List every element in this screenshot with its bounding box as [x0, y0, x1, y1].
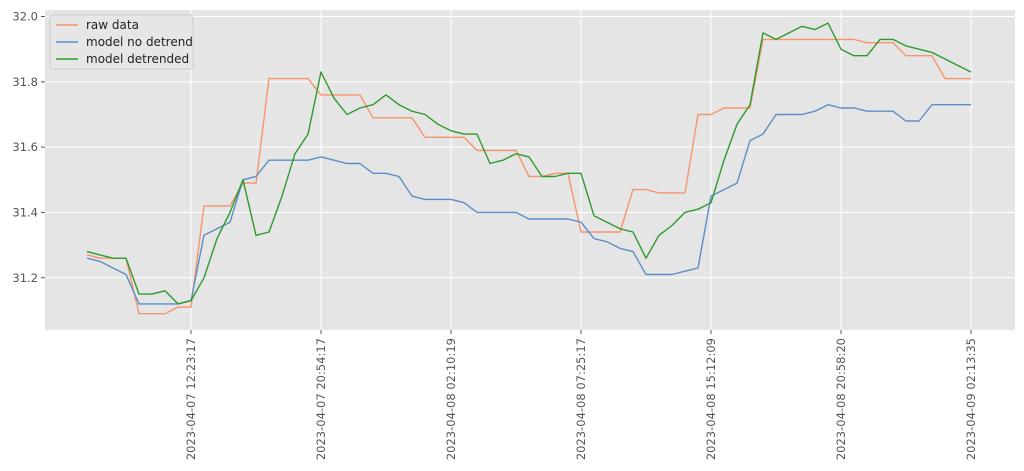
- x-tick-label: 2023-04-07 20:54:17: [314, 338, 328, 460]
- series-line-model-no-detrend: [86, 103, 971, 305]
- y-axis: 31.2 31.4 31.6 31.8 32.0: [12, 10, 45, 285]
- legend-box: [49, 14, 194, 70]
- y-tick-label: 32.0: [12, 10, 38, 24]
- series-lines: [86, 22, 972, 315]
- series-line-model-detrended: [86, 22, 972, 305]
- x-tick-label: 2023-04-08 20:58:20: [834, 338, 848, 460]
- x-tick-label: 2023-04-07 12:23:17: [184, 338, 198, 460]
- x-axis: 2023-04-07 12:23:17 2023-04-07 20:54:17 20…: [184, 330, 978, 460]
- y-tick-label: 31.2: [12, 271, 38, 285]
- series-line-raw-data: [86, 38, 971, 315]
- y-tick-label: 31.6: [12, 140, 38, 154]
- y-tick-label: 31.4: [12, 205, 38, 219]
- x-tick-label: 2023-04-08 15:12:09: [704, 338, 718, 460]
- legend-label: model detrended: [86, 52, 189, 66]
- grid-lines: [45, 10, 1015, 330]
- legend-label: raw data: [86, 18, 139, 32]
- legend: raw data model no detrend model detrended: [49, 14, 194, 70]
- x-tick-label: 2023-04-09 02:13:35: [964, 338, 978, 460]
- x-tick-label: 2023-04-08 02:10:19: [444, 338, 458, 460]
- x-tick-label: 2023-04-08 07:25:17: [574, 338, 588, 460]
- y-tick-label: 31.8: [12, 75, 38, 89]
- plot-area: [45, 10, 1015, 330]
- legend-label: model no detrend: [86, 35, 193, 49]
